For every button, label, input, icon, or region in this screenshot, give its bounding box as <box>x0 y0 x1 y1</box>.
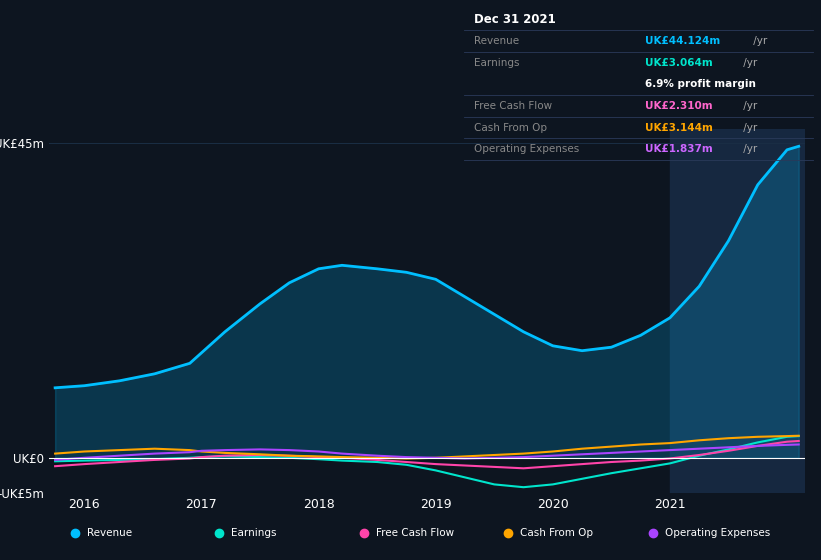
Bar <box>670 129 805 493</box>
Text: Cash From Op: Cash From Op <box>475 123 548 133</box>
Text: /yr: /yr <box>740 101 757 111</box>
Text: /yr: /yr <box>750 36 768 46</box>
Text: Earnings: Earnings <box>232 529 277 538</box>
Text: /yr: /yr <box>740 58 757 68</box>
Text: UK£44.124m: UK£44.124m <box>645 36 721 46</box>
Text: 6.9% profit margin: 6.9% profit margin <box>645 80 756 89</box>
Text: Earnings: Earnings <box>475 58 520 68</box>
Text: UK£3.144m: UK£3.144m <box>645 123 713 133</box>
Text: Operating Expenses: Operating Expenses <box>475 144 580 155</box>
Text: UK£1.837m: UK£1.837m <box>645 144 713 155</box>
Text: Free Cash Flow: Free Cash Flow <box>475 101 553 111</box>
Text: Revenue: Revenue <box>475 36 520 46</box>
Text: UK£3.064m: UK£3.064m <box>645 58 713 68</box>
Text: Dec 31 2021: Dec 31 2021 <box>475 13 556 26</box>
Text: Revenue: Revenue <box>87 529 132 538</box>
Text: Operating Expenses: Operating Expenses <box>665 529 770 538</box>
Text: Free Cash Flow: Free Cash Flow <box>376 529 454 538</box>
Text: /yr: /yr <box>740 123 757 133</box>
Text: Cash From Op: Cash From Op <box>521 529 594 538</box>
Text: /yr: /yr <box>740 144 757 155</box>
Text: UK£2.310m: UK£2.310m <box>645 101 713 111</box>
